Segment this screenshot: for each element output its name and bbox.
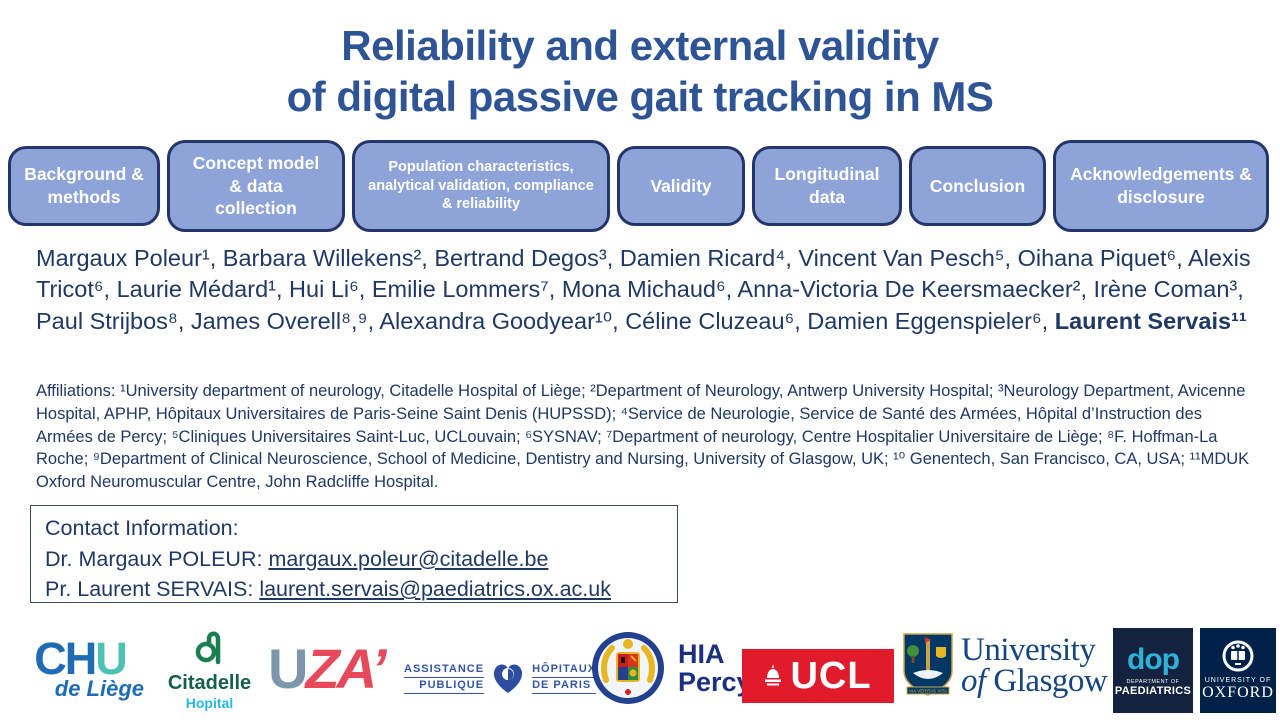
uza-za-letters: ZA’ bbox=[305, 637, 386, 700]
aphp-right-text: HÔPITAUX DE PARIS bbox=[532, 662, 597, 694]
chu-u-letter: U bbox=[95, 633, 127, 684]
tab-longitudinal-data[interactable]: Longitudinal data bbox=[752, 146, 902, 226]
chu-wordmark: CHU bbox=[10, 636, 150, 681]
ucl-logo: UCL bbox=[742, 649, 894, 703]
citadelle-icon bbox=[195, 631, 220, 665]
oxford-university-label: UNIVERSITY OF bbox=[1204, 677, 1272, 684]
tab-validity[interactable]: Validity bbox=[617, 146, 745, 226]
percy-line: Percy bbox=[678, 667, 752, 697]
aphp-heart-icon bbox=[494, 664, 523, 693]
tab-population-characteristics[interactable]: Population characteristics, analytical v… bbox=[352, 140, 610, 232]
author-last: Laurent Servais¹¹ bbox=[1054, 307, 1247, 334]
tab-background-methods[interactable]: Background & methods bbox=[8, 146, 160, 226]
citadelle-logo: Citadelle Hopital bbox=[162, 629, 257, 711]
oxford-name: OXFORD bbox=[1202, 684, 1274, 701]
oxford-crest-icon bbox=[1222, 640, 1254, 672]
tab-conclusion[interactable]: Conclusion bbox=[909, 146, 1046, 226]
title-line-2: of digital passive gait tracking in MS bbox=[286, 73, 994, 121]
paediatrics-name: PAEDIATRICS bbox=[1114, 684, 1192, 697]
email-link-poleur[interactable]: margaux.poleur@citadelle.be bbox=[268, 546, 549, 571]
hia-percy-logo: HIA Percy bbox=[590, 630, 752, 706]
contact-line-2: Pr. Laurent SERVAIS: laurent.servais@pae… bbox=[45, 574, 663, 605]
glasgow-wordmark: University of Glasgow bbox=[961, 631, 1108, 699]
glasgow-logo: VIA VERITAS VITA University of Glasgow bbox=[903, 631, 1108, 699]
aphp-logo: ASSISTANCE PUBLIQUE HÔPITAUX DE PARIS bbox=[404, 659, 597, 697]
aphp-left-text: ASSISTANCE PUBLIQUE bbox=[404, 662, 485, 694]
logo-strip: CHU de Liège Citadelle Hopital UZA’ ASSI… bbox=[0, 625, 1280, 720]
title-line-1: Reliability and external validity bbox=[341, 22, 939, 69]
hia-percy-text: HIA Percy bbox=[678, 638, 752, 697]
glasgow-line-2: of Glasgow bbox=[961, 663, 1108, 699]
chu-ch-letters: CH bbox=[34, 633, 97, 684]
tab-acknowledgements-disclosure[interactable]: Acknowledgements & disclosure bbox=[1053, 140, 1269, 232]
glasgow-of: of bbox=[961, 663, 986, 699]
chu-subtitle: de Liège bbox=[54, 675, 144, 701]
uza-u-letter: U bbox=[268, 637, 308, 700]
contact-info-box: Contact Information: Dr. Margaux POLEUR:… bbox=[30, 505, 678, 603]
hia-line: HIA bbox=[678, 638, 725, 669]
glasgow-shield-icon: VIA VERITAS VITA bbox=[903, 633, 953, 696]
hia-percy-emblem-icon bbox=[592, 632, 664, 704]
contact-label-2: Pr. Laurent SERVAIS: bbox=[45, 577, 260, 602]
uza-logo: UZA’ bbox=[268, 641, 387, 697]
section-tabs: Background & methods Concept model & dat… bbox=[8, 140, 1272, 232]
aphp-word-assistance: ASSISTANCE bbox=[404, 662, 485, 678]
ucl-dome-icon bbox=[765, 664, 782, 686]
aphp-word-de-paris: DE PARIS bbox=[532, 678, 597, 694]
glasgow-name: Glasgow bbox=[993, 663, 1108, 699]
dop-icon: dop bbox=[1127, 642, 1180, 676]
citadelle-name: Citadelle bbox=[167, 672, 252, 694]
aphp-word-publique: PUBLIQUE bbox=[404, 678, 485, 694]
contact-heading: Contact Information: bbox=[45, 516, 239, 540]
citadelle-subtitle: Hopital bbox=[185, 695, 234, 711]
author-list: Margaux Poleur¹, Barbara Willekens², Ber… bbox=[36, 243, 1254, 337]
contact-line-1: Dr. Margaux POLEUR: margaux.poleur@citad… bbox=[45, 544, 663, 575]
chu-liege-logo: CHU de Liège bbox=[10, 636, 150, 702]
aphp-word-hopitaux: HÔPITAUX bbox=[532, 662, 597, 678]
svg-text:VIA VERITAS VITA: VIA VERITAS VITA bbox=[909, 689, 947, 694]
authors-main: Margaux Poleur¹, Barbara Willekens², Ber… bbox=[36, 245, 1251, 334]
paediatrics-dept-label: DEPARTMENT OF bbox=[1126, 678, 1180, 685]
glasgow-line-1: University bbox=[961, 631, 1096, 668]
contact-label-1: Dr. Margaux POLEUR: bbox=[45, 546, 269, 571]
page-title: Reliability and external validity of dig… bbox=[0, 20, 1280, 122]
paediatrics-logo: dop DEPARTMENT OF PAEDIATRICS bbox=[1113, 628, 1193, 713]
tab-concept-model-data-collection[interactable]: Concept model & data collection bbox=[167, 140, 345, 232]
email-link-servais[interactable]: laurent.servais@paediatrics.ox.ac.uk bbox=[259, 577, 611, 602]
affiliations-text: Affiliations: ¹University department of … bbox=[36, 382, 1250, 492]
ucl-wordmark: UCL bbox=[790, 655, 872, 697]
oxford-logo: UNIVERSITY OF OXFORD bbox=[1200, 628, 1276, 713]
